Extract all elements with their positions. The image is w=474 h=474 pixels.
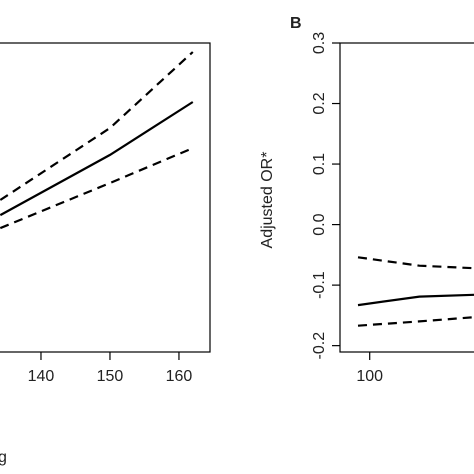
- y-axis-label: Adjusted OR*: [259, 152, 276, 249]
- y-tick-label: -0.2: [311, 332, 328, 360]
- line: [0, 101, 194, 217]
- y-tick-label: 0.0: [311, 213, 328, 235]
- panel-label: B: [290, 15, 302, 32]
- x-tick-label: 100: [356, 368, 383, 385]
- y-tick-label: -0.1: [311, 271, 328, 299]
- y-tick-label: 0.1: [311, 153, 328, 175]
- x-tick-label: 160: [166, 368, 193, 385]
- y-tick-label: 0.3: [311, 32, 328, 54]
- line: [357, 293, 474, 307]
- line: [357, 256, 474, 270]
- plot-box: [0, 42, 211, 353]
- line: [357, 316, 474, 327]
- y-tick-label: 0.2: [311, 92, 328, 114]
- line: [0, 147, 194, 230]
- plot-box: [339, 42, 474, 353]
- line: [0, 51, 194, 201]
- x-tick-label: 150: [97, 368, 124, 385]
- x-axis-label: g: [0, 449, 7, 466]
- x-tick-label: 140: [28, 368, 55, 385]
